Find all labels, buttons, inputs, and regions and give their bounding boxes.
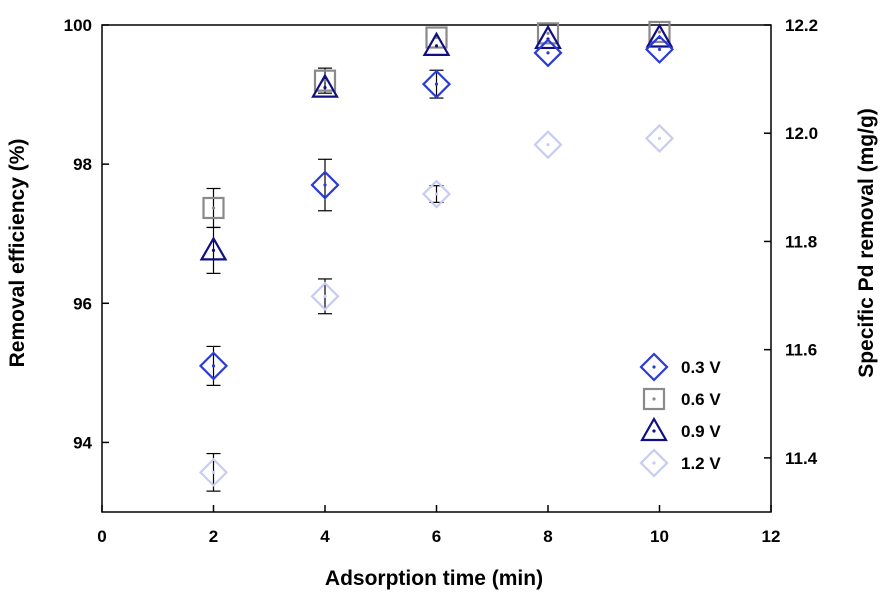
data-point: [422, 31, 451, 56]
marker-center-dot: [434, 44, 439, 48]
marker-center-dot: [323, 86, 327, 90]
legend-item: 0.3 V: [639, 352, 721, 382]
y-tick-label: 96: [73, 294, 92, 313]
triangle-marker-shape: [640, 416, 668, 442]
diamond-marker-shape: [644, 123, 675, 153]
legend-marker: [639, 448, 669, 478]
marker-center-dot: [657, 136, 662, 141]
x-tick-label: 10: [650, 527, 669, 546]
diamond-marker-shape: [421, 179, 452, 209]
marker-center-dot: [652, 365, 656, 369]
square-marker-shape: [648, 20, 671, 44]
legend-item: 0.6 V: [642, 387, 721, 411]
data-point: [311, 73, 339, 98]
y-axis-title: Removal efficiency (%): [6, 139, 29, 368]
data-point: [202, 196, 225, 220]
y-tick-label: 100: [64, 16, 92, 35]
legend-label: 0.6 V: [681, 390, 721, 409]
y2-tick-label: 11.4: [785, 449, 818, 468]
data-point: [199, 236, 228, 261]
data-point: [644, 34, 675, 64]
y-axis-ticks: 94 96 98 100: [64, 16, 109, 452]
diamond-marker-shape: [533, 38, 563, 68]
marker-center-dot: [323, 183, 327, 187]
marker-center-dot: [652, 429, 656, 433]
diamond-marker-shape: [639, 448, 669, 478]
data-point: [310, 281, 340, 311]
marker-center-dot: [652, 397, 656, 401]
triangle-marker-shape: [645, 23, 674, 48]
marker-center-dot: [434, 82, 439, 86]
diamond-marker-shape: [198, 457, 229, 487]
legend-label: 0.3 V: [681, 358, 721, 377]
triangle-marker-shape: [422, 31, 451, 56]
marker-center-dot: [657, 47, 662, 51]
marker-center-dot: [657, 30, 662, 34]
y-tick-label: 98: [73, 155, 92, 174]
marker-center-dot: [211, 364, 216, 368]
legend-marker: [640, 416, 668, 442]
marker-center-dot: [211, 248, 216, 253]
marker-center-dot: [434, 192, 439, 196]
data-point: [198, 457, 229, 487]
legend-marker: [642, 387, 666, 411]
triangle-marker-shape: [311, 73, 339, 98]
x-tick-label: 8: [543, 527, 552, 546]
square-marker-shape: [642, 387, 666, 411]
square-marker-shape: [202, 196, 225, 220]
data-point: [421, 69, 452, 99]
triangle-marker-shape: [199, 236, 228, 261]
legend-label: 0.9 V: [681, 422, 721, 441]
legend-label: 1.2 V: [681, 454, 721, 473]
data-point: [648, 20, 671, 44]
x-tick-label: 12: [762, 527, 781, 546]
legend-marker: [639, 352, 669, 382]
data-point: [533, 130, 563, 160]
marker-center-dot: [546, 143, 550, 147]
diamond-marker-shape: [198, 351, 229, 381]
square-marker-shape: [425, 26, 448, 49]
square-marker-shape: [313, 69, 337, 92]
y2-tick-label: 12.0: [785, 124, 818, 143]
triangle-marker-shape: [534, 24, 562, 50]
y2-axis-ticks: 11.4 11.6 11.8 12.0 12.2: [764, 16, 818, 468]
y2-tick-label: 11.6: [785, 341, 817, 360]
data-point: [421, 179, 452, 209]
marker-center-dot: [652, 461, 656, 465]
marker-center-dot: [211, 206, 216, 210]
marker-center-dot: [546, 51, 550, 55]
x-axis-title: Adsorption time (min): [325, 567, 543, 590]
x-axis-ticks: 0 2 4 6 8 10 12: [97, 505, 780, 546]
x-tick-label: 2: [209, 527, 218, 546]
data-point: [313, 69, 337, 92]
data-point: [310, 170, 340, 200]
diamond-marker-shape: [533, 130, 563, 160]
marker-center-dot: [546, 31, 550, 35]
diamond-marker-shape: [639, 352, 669, 382]
y2-axis-title: Specific Pd removal (mg/g): [855, 108, 878, 378]
x-tick-label: 0: [97, 527, 106, 546]
diamond-marker-shape: [644, 34, 675, 64]
diamond-marker-shape: [421, 69, 452, 99]
legend-item: 0.9 V: [640, 416, 721, 442]
diamond-marker-shape: [310, 170, 340, 200]
legend: 0.3 V 0.6 V 0.9 V 1.2 V: [639, 352, 721, 478]
x-tick-label: 6: [432, 527, 441, 546]
data-point: [533, 38, 563, 68]
y2-tick-label: 12.2: [785, 16, 818, 35]
marker-center-dot: [211, 470, 216, 474]
marker-center-dot: [323, 79, 327, 83]
diamond-marker-shape: [310, 281, 340, 311]
marker-center-dot: [323, 294, 327, 298]
data-point: [644, 123, 675, 153]
y-tick-label: 94: [73, 433, 92, 452]
data-marks: [198, 20, 675, 492]
y2-tick-label: 11.8: [785, 232, 817, 251]
x-tick-label: 4: [320, 527, 330, 546]
data-point: [536, 22, 560, 45]
legend-item: 1.2 V: [639, 448, 721, 478]
square-marker-shape: [536, 22, 560, 45]
data-point: [198, 351, 229, 381]
